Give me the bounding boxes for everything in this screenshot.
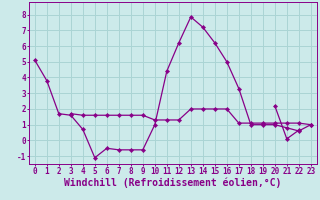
X-axis label: Windchill (Refroidissement éolien,°C): Windchill (Refroidissement éolien,°C) [64, 177, 282, 188]
